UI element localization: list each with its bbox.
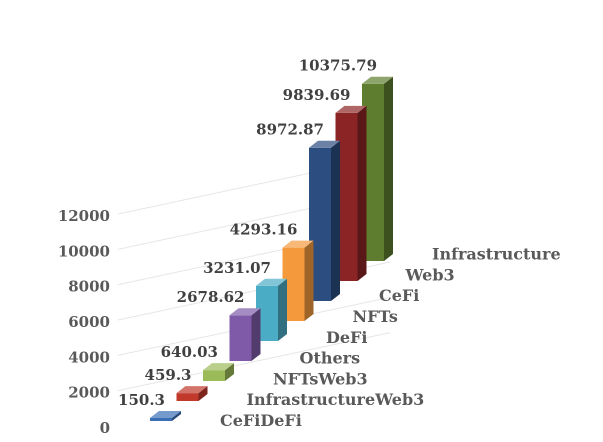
bar-front	[282, 247, 305, 321]
bar-top	[176, 386, 208, 394]
category-label: CeFiDeFi	[220, 411, 302, 430]
y-tick-label: 0	[100, 419, 110, 437]
bar-front	[335, 112, 358, 281]
bar-defi	[256, 278, 287, 341]
bars	[150, 76, 393, 421]
bar-front	[150, 418, 172, 421]
bar-cefidefi	[150, 411, 181, 421]
bar-cefi	[309, 140, 340, 301]
bar-side	[278, 278, 287, 341]
bar-side	[331, 140, 340, 301]
data-label: 2678.62	[177, 288, 245, 306]
category-label: InfrastructureWeb3	[247, 390, 425, 409]
y-tick-label: 8000	[68, 278, 110, 296]
data-label: 4293.16	[230, 221, 298, 239]
y-tick-label: 12000	[58, 207, 110, 225]
bar-top	[362, 76, 393, 84]
category-label: CeFi	[379, 286, 419, 305]
data-label: 9839.69	[283, 86, 351, 104]
bar-front	[309, 147, 331, 301]
y-axis: 0 2000 4000 6000 8000 10000 12000	[58, 207, 110, 437]
gridline	[117, 332, 391, 392]
data-label: 150.3	[118, 391, 165, 409]
bar-top	[150, 411, 181, 418]
category-label: Others	[300, 349, 361, 368]
y-tick-label: 6000	[68, 313, 110, 331]
category-label: NFTsWeb3	[273, 369, 368, 388]
bar-top	[309, 140, 340, 148]
data-label: 3231.07	[203, 259, 271, 277]
data-labels: 150.3 459.3 640.03 2678.62 3231.07 4293.16 897…	[118, 57, 377, 409]
bar-front	[362, 83, 384, 261]
bar-top	[229, 308, 261, 316]
bar-web3	[335, 105, 367, 281]
bar-side	[198, 386, 208, 401]
bar-side	[251, 308, 261, 361]
bar-top	[256, 278, 287, 286]
bar-others	[229, 308, 261, 361]
bar-top	[203, 363, 234, 371]
bar-side	[384, 76, 393, 261]
bar-side	[225, 363, 234, 381]
y-tick-label: 4000	[68, 348, 110, 366]
bar-top	[335, 105, 367, 113]
data-label: 8972.87	[256, 121, 324, 139]
bar-side	[172, 411, 181, 421]
category-label: NFTs	[353, 307, 398, 326]
bar-front	[176, 393, 199, 401]
category-label: Infrastructure	[432, 245, 561, 264]
bar-infrastructureweb3	[176, 386, 208, 401]
gridlines	[117, 155, 391, 392]
bar-infrastructure	[362, 76, 393, 261]
bar-front	[229, 315, 252, 361]
y-tick-label: 2000	[68, 384, 110, 402]
bar-nftsweb3	[203, 363, 234, 381]
y-tick-label: 10000	[58, 242, 110, 260]
data-label: 10375.79	[299, 57, 377, 75]
bar-nfts	[282, 240, 314, 321]
bar-top	[282, 240, 314, 248]
bar-front	[256, 285, 278, 341]
data-label: 459.3	[145, 366, 192, 384]
category-label: Web3	[405, 265, 455, 284]
category-labels: CeFiDeFiInfrastructureWeb3NFTsWeb3Others…	[220, 245, 561, 430]
bar-side	[357, 105, 367, 281]
bar-front	[203, 370, 225, 381]
data-label: 640.03	[161, 343, 218, 361]
bar-side	[304, 240, 314, 321]
category-label: DeFi	[326, 328, 368, 347]
